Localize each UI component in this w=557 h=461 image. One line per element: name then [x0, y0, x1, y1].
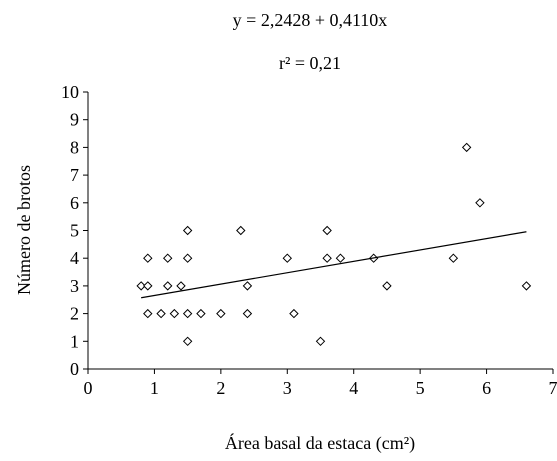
data-point — [163, 253, 173, 263]
data-point — [156, 308, 166, 319]
r-squared-annotation: r² = 0,21 — [279, 53, 341, 73]
x-tick-label: 2 — [216, 378, 225, 398]
y-tick-label: 9 — [70, 110, 79, 130]
data-point — [282, 253, 292, 263]
data-point — [143, 281, 153, 291]
y-tick-label: 6 — [70, 193, 79, 213]
data-point — [521, 281, 532, 291]
x-tick-label: 7 — [549, 378, 557, 398]
y-tick-label: 3 — [70, 276, 79, 296]
data-point — [196, 308, 206, 319]
trendline — [141, 231, 527, 299]
x-tick-label: 4 — [349, 378, 358, 398]
data-point — [382, 281, 392, 291]
data-point — [169, 308, 180, 319]
data-point — [143, 253, 153, 263]
trendline-group — [141, 231, 527, 299]
y-tick-label: 7 — [70, 165, 79, 185]
data-point — [143, 308, 153, 319]
data-point — [322, 225, 332, 236]
y-tick-label: 4 — [70, 248, 79, 268]
plot-area — [87, 92, 553, 370]
data-point — [461, 142, 472, 153]
x-tick-label: 0 — [84, 378, 93, 398]
equation-annotation: y = 2,2428 + 0,4110x — [233, 10, 388, 30]
x-tick-label: 5 — [416, 378, 425, 398]
data-point — [242, 281, 253, 291]
x-tick-label: 3 — [283, 378, 292, 398]
y-axis-ticks: 0 1 2 3 4 5 6 7 8 9 10 — [61, 82, 88, 379]
data-point — [136, 281, 146, 291]
data-point — [182, 253, 193, 263]
x-axis-label: Área basal da estaca (cm²) — [225, 432, 415, 454]
data-point — [448, 253, 459, 263]
data-point — [182, 308, 193, 319]
y-axis-label: Número de brotos — [14, 165, 34, 295]
data-point — [315, 336, 326, 347]
data-point — [475, 198, 485, 208]
data-point — [216, 308, 226, 319]
y-tick-label: 1 — [70, 331, 79, 351]
data-point — [236, 225, 246, 236]
y-tick-label: 2 — [70, 304, 79, 324]
data-point — [163, 281, 173, 291]
data-point — [322, 253, 332, 263]
y-tick-label: 5 — [70, 221, 79, 241]
data-points — [136, 142, 532, 347]
data-point — [289, 308, 299, 319]
data-point — [176, 281, 186, 291]
data-point — [335, 253, 346, 263]
data-point — [182, 336, 193, 347]
y-tick-label: 8 — [70, 137, 79, 157]
x-axis-ticks: 0 1 2 3 4 5 6 7 — [84, 369, 557, 398]
data-point — [182, 225, 193, 236]
x-tick-label: 1 — [150, 378, 159, 398]
data-point — [242, 308, 253, 319]
y-tick-label: 0 — [70, 359, 79, 379]
x-tick-label: 6 — [482, 378, 491, 398]
y-tick-label: 10 — [61, 82, 79, 102]
